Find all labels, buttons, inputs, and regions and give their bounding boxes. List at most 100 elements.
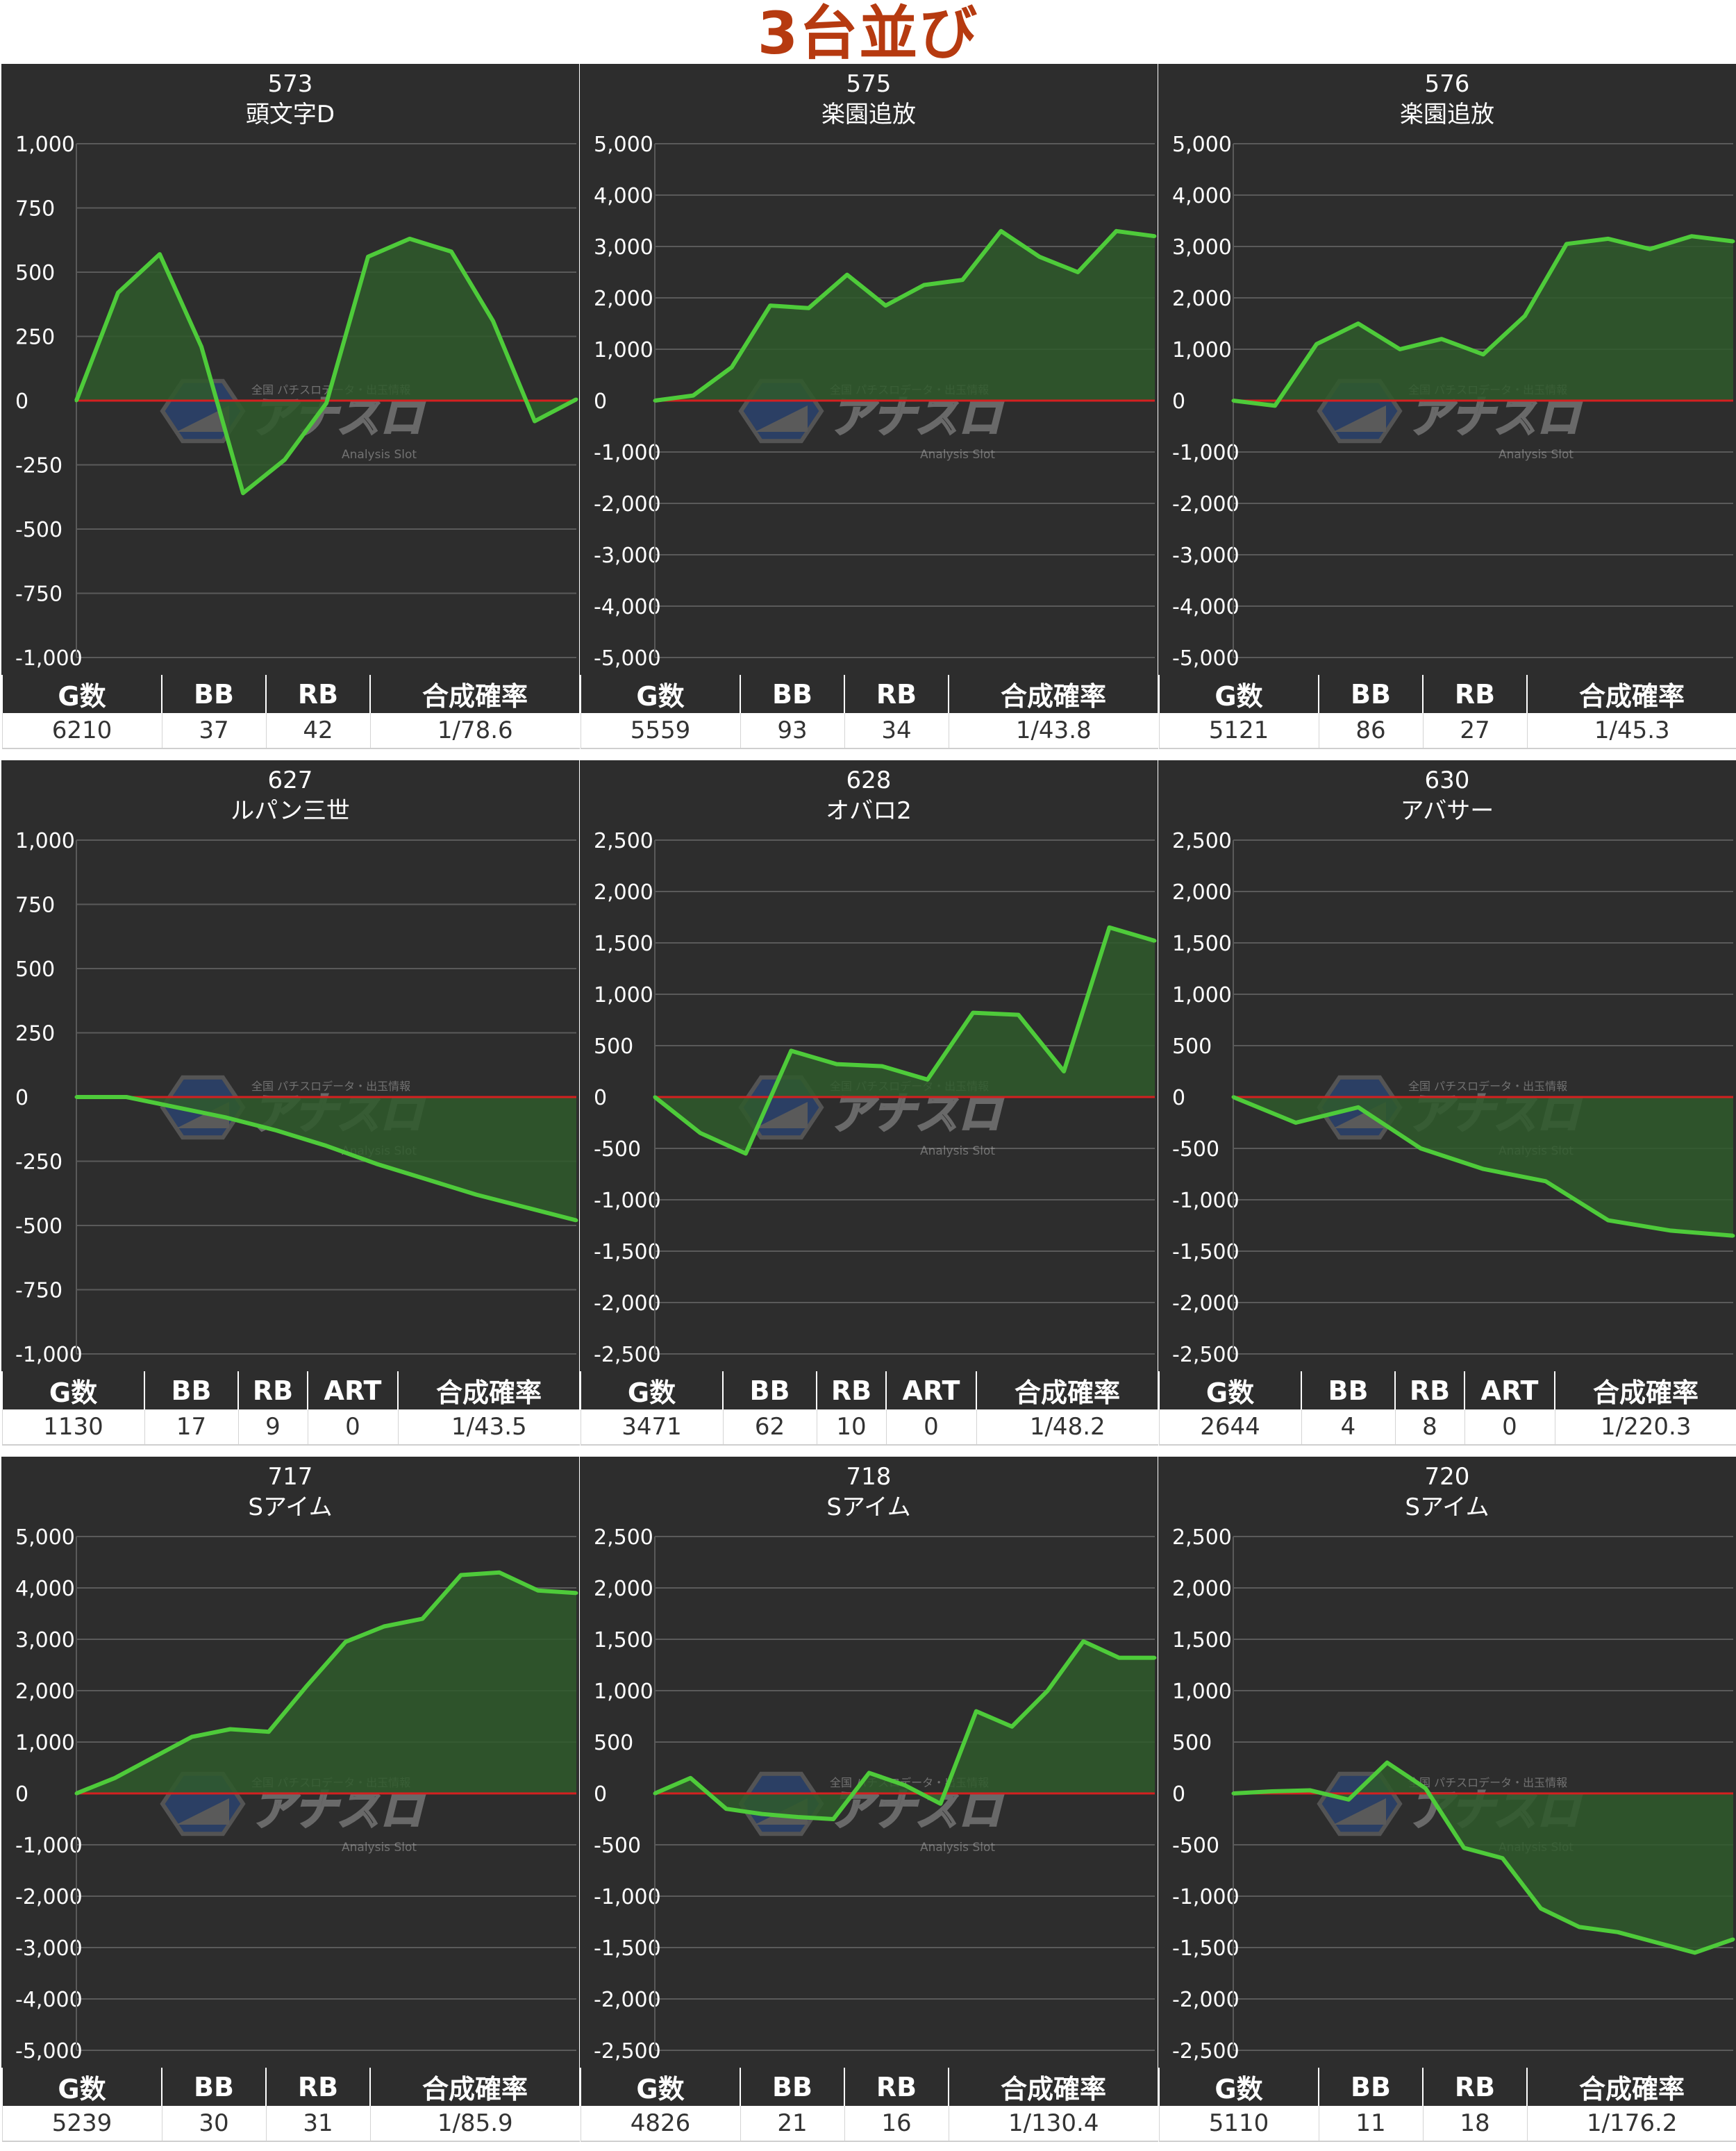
stats-header-row: G数 BB RB ART 合成確率 (1, 1371, 581, 1409)
page-title: 3台並び (757, 0, 979, 67)
y-tick-label: -3,000 (1172, 544, 1240, 568)
y-tick-label: -5,000 (15, 2039, 83, 2064)
watermark-sub: Analysis Slot (342, 1841, 417, 1855)
chart-area: 717 Sアイム 5,000 4,000 3,000 2,000 1,000 0 -1,000 -… (1, 1457, 579, 2068)
y-tick-label: -500 (1172, 1137, 1219, 1162)
machine-name: アバサー (1401, 797, 1494, 825)
y-tick-label: -500 (15, 1214, 62, 1239)
data-point (1356, 1105, 1360, 1110)
data-point (574, 1591, 578, 1595)
data-point (730, 365, 734, 369)
y-tick-label: 500 (1172, 1035, 1212, 1059)
data-point (1669, 1228, 1673, 1232)
y-tick-label: -4,000 (1172, 595, 1240, 619)
y-tick-label: -2,000 (594, 492, 661, 517)
y-tick-label: -3,000 (594, 544, 661, 568)
data-point (653, 399, 657, 403)
y-tick-label: 1,000 (15, 133, 75, 157)
data-point (382, 1625, 386, 1628)
watermark-tagline: 全国 パチスロデータ・出玉情報 (251, 1080, 410, 1093)
y-tick-label: -2,500 (594, 2039, 661, 2064)
stats-value-cell: 0 (307, 1409, 398, 1446)
stats-header-cell: RB (1422, 2068, 1528, 2106)
data-point (883, 303, 887, 308)
data-point (1398, 347, 1402, 351)
y-tick-label: 500 (594, 1731, 633, 1755)
machine-number: 630 (1425, 767, 1470, 794)
machine-number: 718 (846, 1463, 892, 1491)
data-point (789, 1048, 793, 1053)
data-point (1731, 1234, 1735, 1238)
stats-header-cell: 合成確率 (369, 675, 581, 713)
machine-number: 720 (1425, 1463, 1470, 1491)
stats-value-cell: 4 (1301, 1409, 1395, 1446)
data-point (831, 1817, 835, 1821)
data-point (420, 1616, 424, 1621)
y-tick-label: -500 (594, 1137, 641, 1162)
data-point (491, 319, 495, 323)
watermark-sub: Analysis Slot (920, 1144, 995, 1158)
data-point (1689, 234, 1694, 238)
y-tick-label: 5,000 (594, 133, 653, 157)
data-point (1294, 1121, 1298, 1125)
machine-name: Sアイム (1405, 1493, 1489, 1521)
y-tick-label: -2,500 (594, 1343, 661, 1367)
y-tick-label: -1,500 (594, 1240, 661, 1264)
watermark-sub: Analysis Slot (1499, 448, 1574, 462)
stats-value-row: 5121 86 27 1/45.3 (1158, 713, 1736, 749)
y-tick-label: -5,000 (1172, 646, 1240, 671)
stats-value-cell: 21 (740, 2106, 844, 2142)
data-point (1539, 1907, 1543, 1911)
y-tick-label: -2,000 (594, 1291, 661, 1316)
machine-number: 717 (268, 1463, 313, 1491)
data-point (1153, 234, 1157, 238)
stats-value-cell: 1/43.8 (948, 713, 1158, 749)
y-tick-label: 3,000 (15, 1628, 75, 1652)
stats-header-cell: BB (161, 2068, 267, 2106)
stats-value-cell: 37 (161, 713, 266, 749)
y-tick-label: -2,000 (1172, 1988, 1240, 2012)
y-tick-label: 500 (1172, 1731, 1212, 1755)
series-area (655, 1641, 1155, 1819)
machine-name: Sアイム (248, 1493, 332, 1521)
data-point (1308, 1789, 1312, 1793)
data-point (74, 1791, 78, 1796)
stats-header-cell: G数 (580, 675, 741, 713)
data-point (1314, 342, 1319, 346)
data-point (1153, 1656, 1157, 1660)
y-tick-label: 2,500 (594, 829, 653, 853)
data-point (1606, 237, 1610, 241)
data-point (474, 1193, 478, 1197)
chart-svg: 627 ルパン三世 1,000 750 500 250 0 -250 -500 -750 -1,00… (15, 767, 578, 1367)
series-area (76, 1572, 576, 1793)
stats-header-cell: 合成確率 (1526, 2068, 1736, 2106)
machine-name: オバロ2 (826, 797, 912, 825)
y-tick-label: -5,000 (594, 646, 661, 671)
y-tick-label: 1,000 (594, 983, 653, 1007)
data-point (724, 1807, 728, 1811)
data-point (926, 1078, 930, 1082)
data-point (449, 249, 453, 253)
stats-value-cell: 10 (816, 1409, 886, 1446)
data-point (1231, 1791, 1235, 1796)
stats-table: G数 BB RB 合成確率 5110 11 18 1/176.2 (1158, 2068, 1736, 2142)
data-point (880, 1064, 884, 1069)
stats-table: G数 BB RB 合成確率 5121 86 27 1/45.3 (1158, 675, 1736, 749)
stats-value-cell: 1/220.3 (1554, 1409, 1736, 1446)
chart-panel: 628 オバロ2 2,500 2,000 1,500 1,000 500 0 -500 -1,00… (580, 760, 1159, 1455)
stats-header-cell: 合成確率 (948, 2068, 1159, 2106)
stats-table: G数 BB RB 合成確率 5239 30 31 1/85.9 (1, 2068, 581, 2142)
data-point (1010, 1725, 1014, 1729)
chart-panel: 627 ルパン三世 1,000 750 500 250 0 -250 -500 -750 -1,00… (1, 760, 581, 1455)
stats-table: G数 BB RB 合成確率 5559 93 34 1/43.8 (580, 675, 1159, 749)
data-point (74, 1095, 78, 1099)
stats-value-row: 6210 37 42 1/78.6 (1, 713, 580, 749)
data-point (1501, 1856, 1505, 1860)
data-point (190, 1735, 194, 1739)
machine-name: ルパン三世 (231, 797, 350, 825)
data-point (1037, 255, 1042, 259)
stats-value-cell: 4826 (580, 2106, 740, 2142)
y-tick-label: -250 (15, 1150, 62, 1175)
data-point (1273, 403, 1277, 408)
data-point (174, 1105, 178, 1110)
